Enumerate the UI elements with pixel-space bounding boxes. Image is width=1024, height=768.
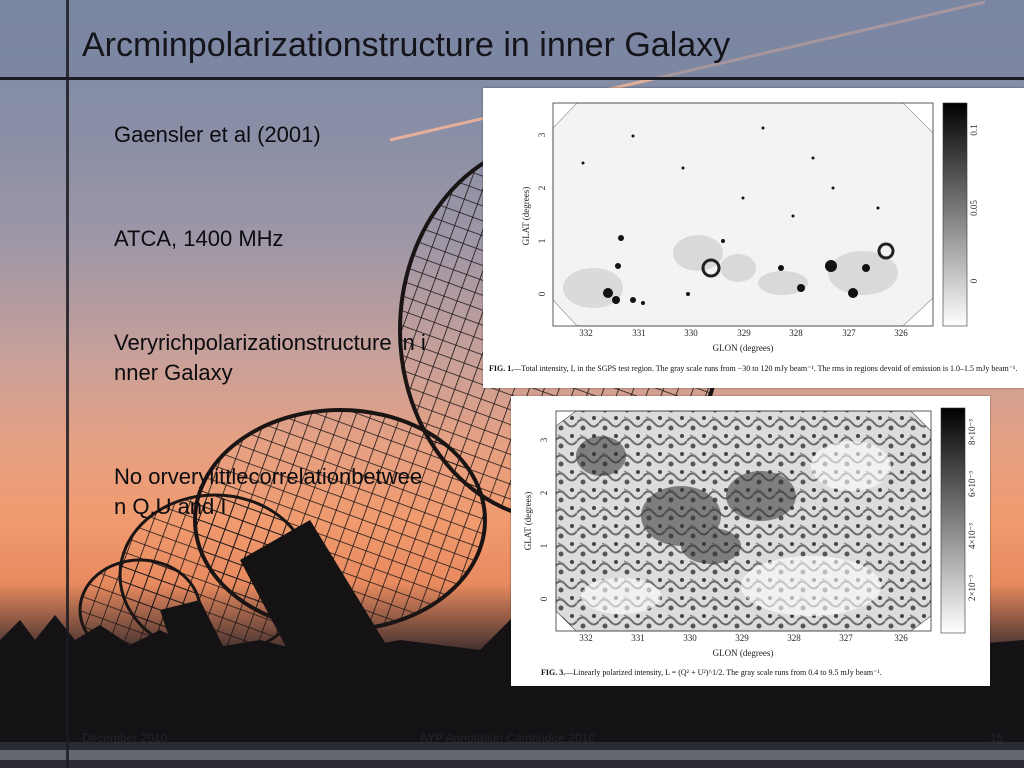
fig2-xlabel: GLON (degrees)	[713, 648, 774, 658]
fig2-xtick: 327	[839, 633, 853, 643]
fig2-cbtick: 8×10⁻³	[967, 419, 977, 445]
fig2-xtick: 326	[894, 633, 908, 643]
footer-date: December 2010	[82, 731, 168, 745]
fig2-caption: FIG. 3.—Linearly polarized intensity, L …	[541, 668, 981, 678]
fig1-ytick: 0	[537, 291, 547, 296]
fig1-ytick: 3	[537, 132, 547, 137]
fig1-xtick: 327	[842, 328, 856, 338]
fig2-ytick: 3	[539, 437, 549, 442]
fig2-ylabel: GLAT (degrees)	[523, 492, 533, 551]
fig1-ytick: 2	[537, 186, 547, 191]
fig2-ytick: 1	[539, 544, 549, 549]
title-bar	[0, 0, 1024, 80]
bullet-correlation: No orverylittlecorrelationbetween Q,U an…	[114, 464, 423, 519]
total-intensity-map: 332 331 330 329 328 327 326 GLON (degree…	[521, 102, 979, 353]
fig2-ytick: 2	[539, 491, 549, 496]
fig1-ytick: 1	[537, 239, 547, 244]
fig1-caption-label: FIG. 1.	[489, 364, 514, 373]
fig1-caption: FIG. 1.—Total intensity, I, in the SGPS …	[489, 364, 1019, 374]
fig1-xtick: 332	[579, 328, 593, 338]
fig1-cbtick: 0.05	[969, 200, 979, 216]
fig2-xtick: 332	[579, 633, 593, 643]
footer-slide-number: 15	[990, 731, 1004, 745]
fig2-xtick: 331	[631, 633, 645, 643]
fig1-ylabel: GLAT (degrees)	[521, 187, 531, 246]
left-rule	[66, 0, 69, 768]
polarized-intensity-map: 332 331 330 329 328 327 326 GLON (degree…	[523, 407, 977, 658]
fig1-cbtick: 0.1	[969, 124, 979, 135]
fig1-xtick: 330	[684, 328, 698, 338]
fig1-xlabel: GLON (degrees)	[713, 343, 774, 353]
fig1-xtick: 328	[789, 328, 803, 338]
fig2-xtick: 330	[683, 633, 697, 643]
figure-total-intensity: 332 331 330 329 328 327 326 GLON (degree…	[483, 88, 1024, 388]
fig2-xtick: 329	[735, 633, 749, 643]
figure-polarized-intensity: 332 331 330 329 328 327 326 GLON (degree…	[511, 396, 990, 686]
bullet-structure: Veryrichpolarizationstructure in inner G…	[114, 330, 426, 385]
fig1-xtick: 329	[737, 328, 751, 338]
fig1-xtick: 326	[894, 328, 908, 338]
fig2-caption-text: —Linearly polarized intensity, L = (Q² +…	[565, 668, 882, 677]
bullet-reference: Gaensler et al (2001)	[114, 122, 321, 147]
fig2-xtick: 328	[787, 633, 801, 643]
fig1-xtick: 331	[632, 328, 646, 338]
bullet-instrument: ATCA, 1400 MHz	[114, 226, 284, 251]
fig2-caption-label: FIG. 3.	[541, 668, 566, 677]
fig1-caption-text: —Total intensity, I, in the SGPS test re…	[513, 364, 1018, 373]
fig2-cbtick: 2×10⁻³	[967, 575, 977, 601]
fig2-cbtick: 4×10⁻³	[967, 523, 977, 549]
fig2-cbtick: 6×10⁻³	[967, 471, 977, 497]
footer-center: AYP Annotation Cambridge 2010	[420, 731, 596, 745]
fig2-ytick: 0	[539, 596, 549, 601]
slide-title: Arcminpolarizationstructure in inner Gal…	[82, 26, 731, 64]
fig1-cbtick: 0	[969, 278, 979, 283]
